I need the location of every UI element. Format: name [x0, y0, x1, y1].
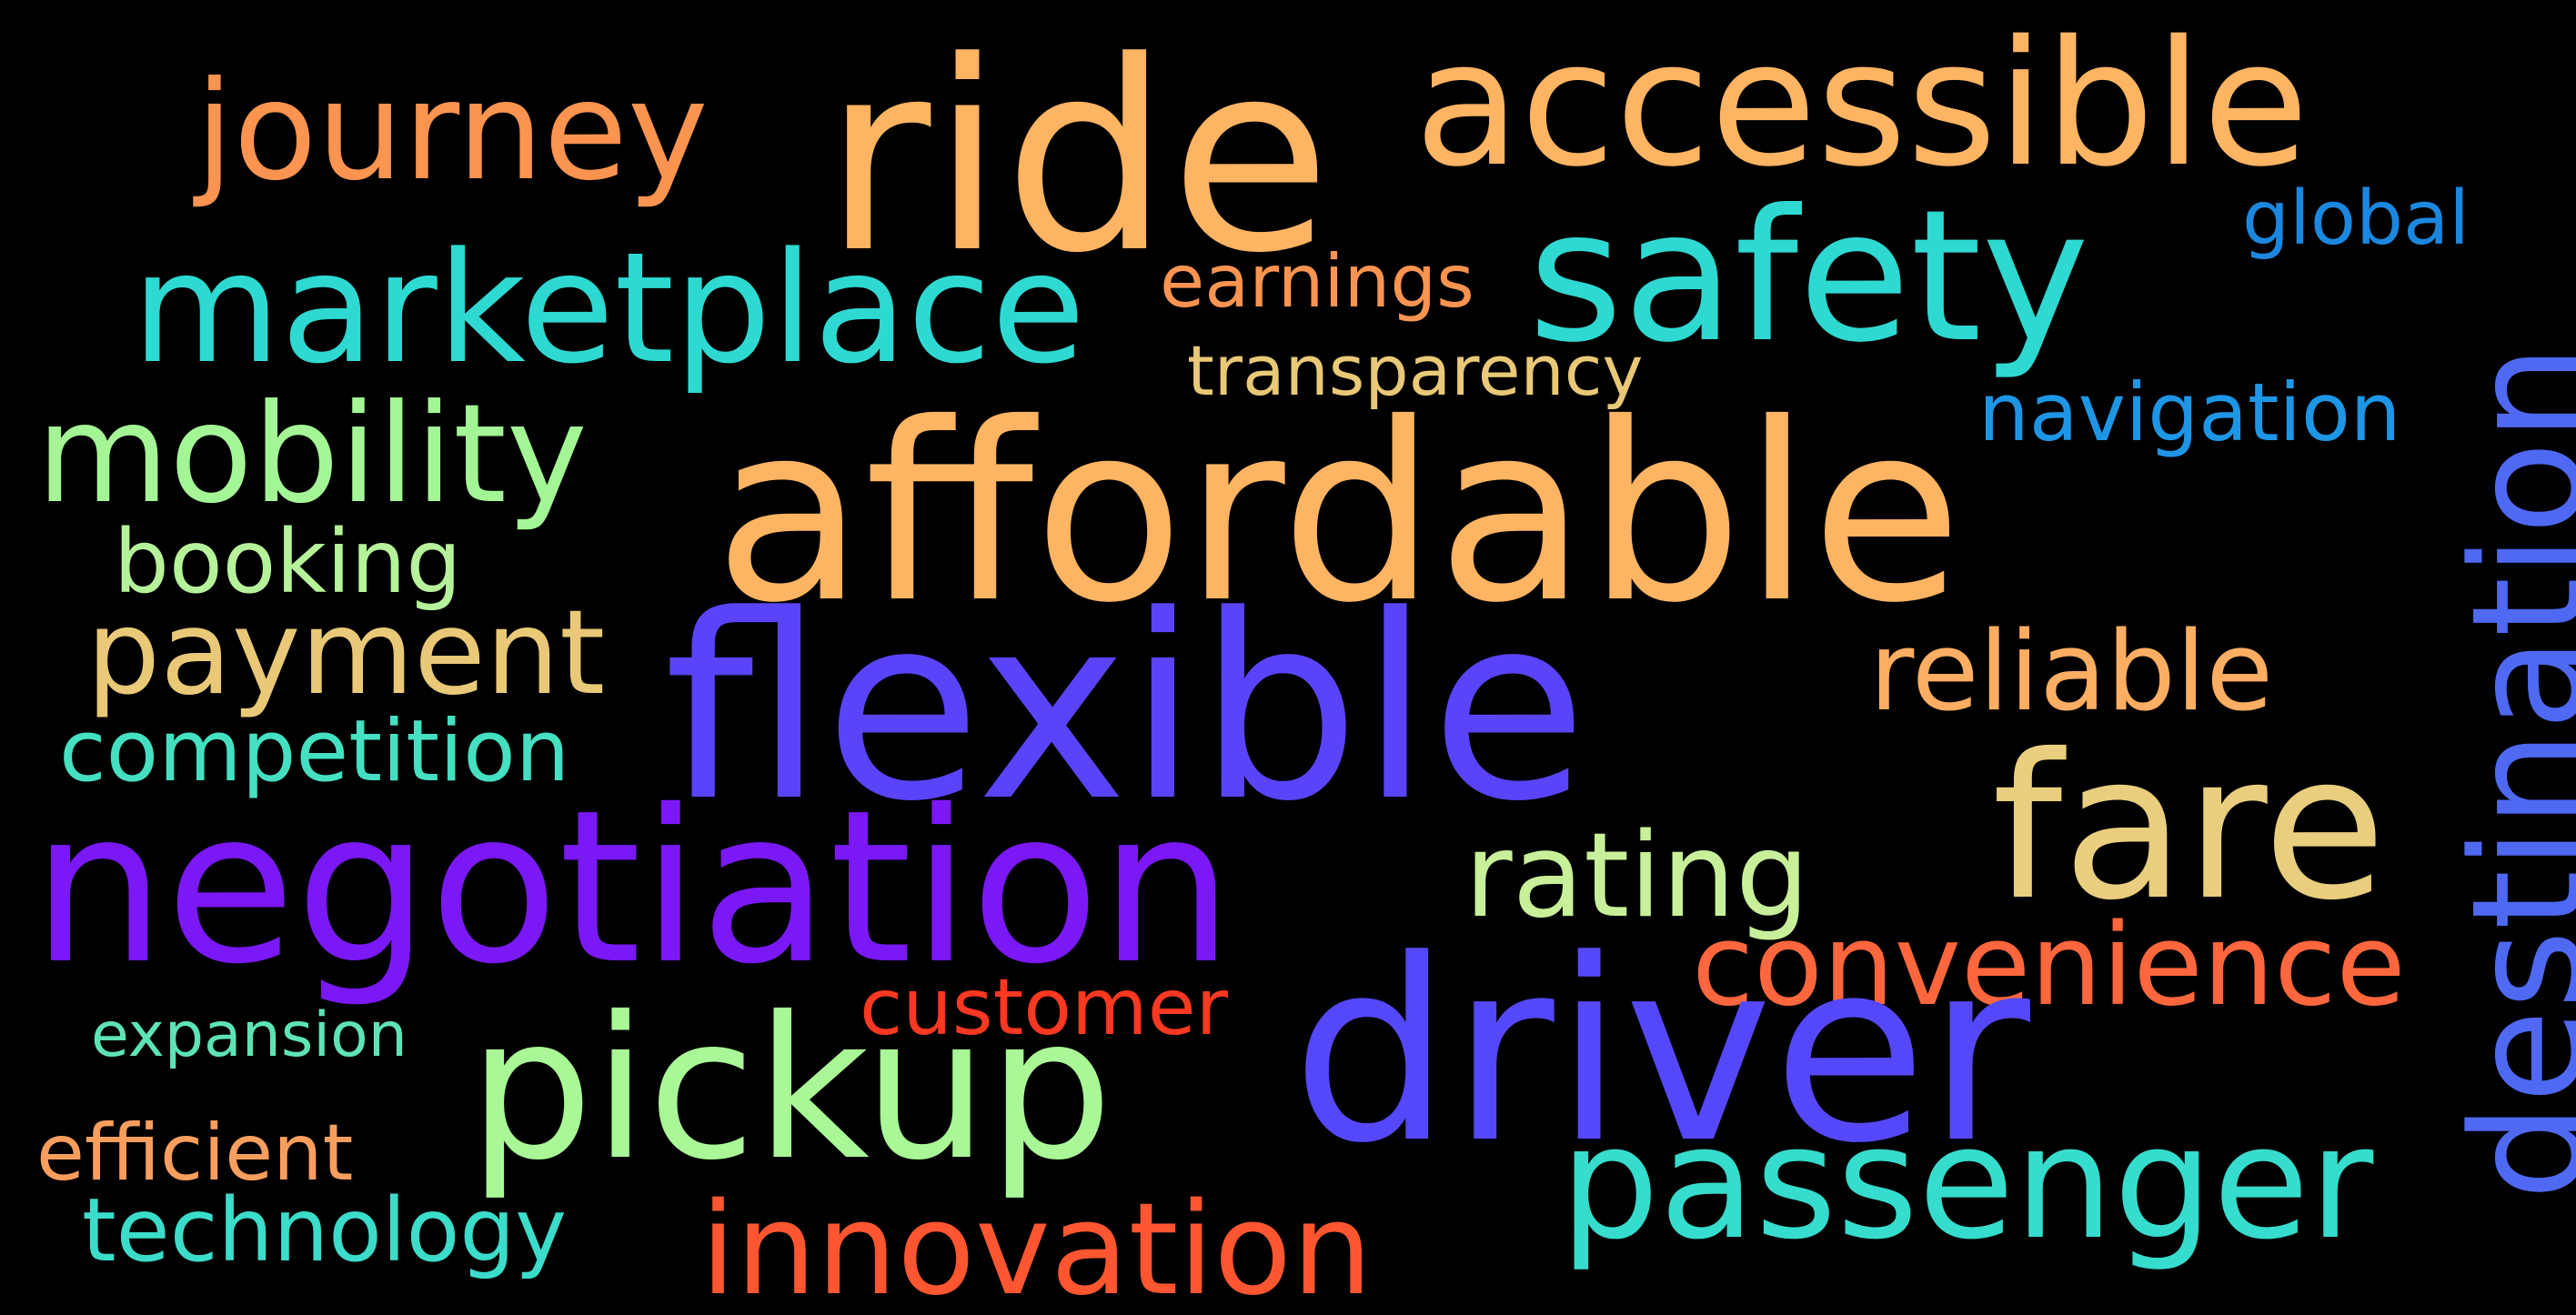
word-negotiation: negotiation	[32, 765, 1233, 1010]
word-journey: journey	[196, 53, 709, 211]
word-ride: ride	[823, 5, 1332, 310]
word-passenger: passenger	[1560, 1091, 2374, 1274]
word-reliable: reliable	[1869, 609, 2274, 736]
word-competition: competition	[59, 702, 570, 801]
word-navigation: navigation	[1978, 366, 2401, 459]
word-pickup: pickup	[468, 975, 1113, 1203]
word-destination: destination	[2439, 344, 2576, 1200]
word-expansion: expansion	[91, 999, 408, 1071]
word-flexible: flexible	[664, 561, 1587, 858]
word-rating: rating	[1464, 808, 1810, 944]
word-mobility: mobility	[36, 376, 588, 534]
word-booking: booking	[114, 511, 462, 613]
word-transparency: transparency	[1187, 330, 1644, 411]
word-fare: fare	[1992, 711, 2387, 944]
word-global: global	[2242, 176, 2470, 262]
word-safety: safety	[1528, 171, 2089, 383]
word-earnings: earnings	[1160, 239, 1474, 324]
word-affordable: affordable	[714, 370, 1963, 657]
word-customer: customer	[860, 962, 1228, 1053]
word-accessible: accessible	[1414, 4, 2309, 205]
word-technology: technology	[82, 1179, 568, 1281]
word-marketplace: marketplace	[132, 219, 1086, 397]
word-efficient: efficient	[36, 1108, 354, 1199]
word-payment: payment	[86, 586, 606, 721]
word-innovation: innovation	[700, 1176, 1373, 1315]
word-driver: driver	[1292, 907, 2030, 1199]
word-convenience: convenience	[1692, 900, 2406, 1031]
